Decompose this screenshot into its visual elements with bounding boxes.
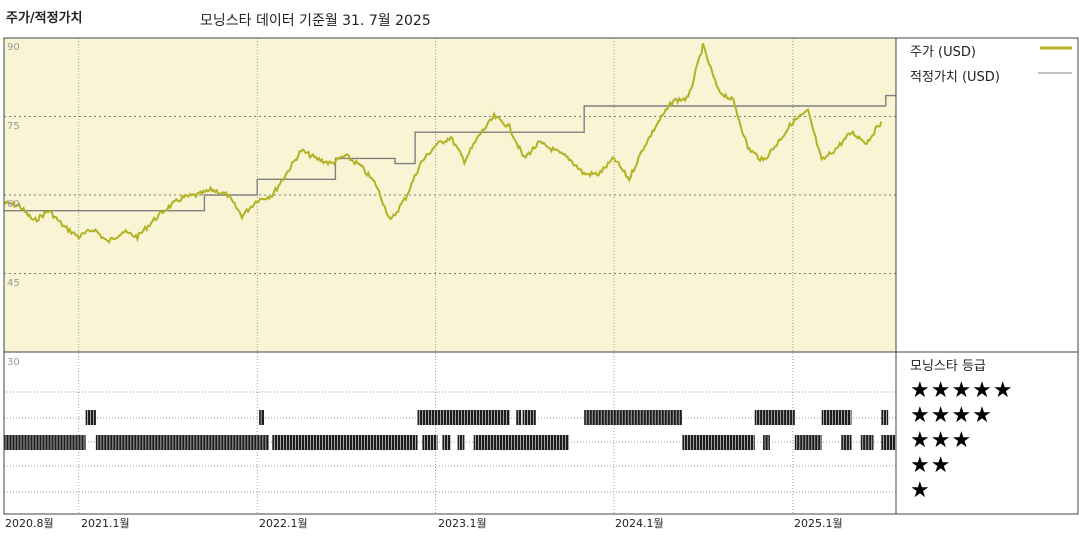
rating-bar [516, 410, 522, 425]
x-tick-label: 2024.1월 [615, 517, 664, 530]
rating-bar [442, 435, 451, 450]
rating-bar [259, 410, 265, 425]
y-tick-label: 75 [7, 121, 20, 132]
rating-row-2-stars: ★★ [910, 453, 952, 478]
x-tick-label: 2025.1월 [794, 517, 843, 530]
rating-bar [457, 435, 465, 450]
series-lines [3, 43, 896, 245]
rating-bar [763, 435, 770, 450]
rating-bar [272, 435, 418, 450]
rating-title: 모닝스타 등급 [910, 359, 986, 374]
legend-price-label: 주가 (USD) [910, 45, 976, 60]
rating-bar [522, 410, 536, 425]
chart-title: 주가/적정가치 [6, 11, 83, 26]
rating-row-1-star: ★ [910, 478, 931, 503]
rating-bar [881, 410, 889, 425]
x-tick-label: 2020.8월 [5, 517, 54, 530]
y-tick-label: 45 [7, 278, 20, 289]
rating-bar [682, 435, 755, 450]
y-tick-label: 60 [7, 199, 20, 210]
rating-bar [584, 410, 683, 425]
grid-lines [4, 38, 896, 514]
price-line [3, 43, 883, 245]
rating-bar [95, 435, 269, 450]
rating-panel-background [4, 352, 896, 514]
legend-fair-label: 적정가치 (USD) [910, 70, 1000, 85]
y-tick-label: 90 [7, 42, 20, 53]
x-tick-label: 2021.1월 [81, 517, 130, 530]
x-tick-label: 2023.1월 [438, 517, 487, 530]
y-tick-label: 30 [7, 357, 20, 368]
rating-row-3-stars: ★★★ [910, 428, 973, 453]
data-date-subtitle: 모닝스타 데이터 기준월 31. 7월 2025 [200, 13, 431, 29]
x-tick-label: 2022.1월 [259, 517, 308, 530]
rating-row-5-stars: ★★★★★ [910, 378, 1014, 403]
rating-bar [473, 435, 570, 450]
rating-bar [422, 435, 438, 450]
rating-bar [860, 435, 874, 450]
rating-row-4-stars: ★★★★ [910, 403, 993, 428]
rating-bar [821, 410, 852, 425]
chart-border [3, 37, 1079, 515]
rating-bars [4, 410, 896, 450]
